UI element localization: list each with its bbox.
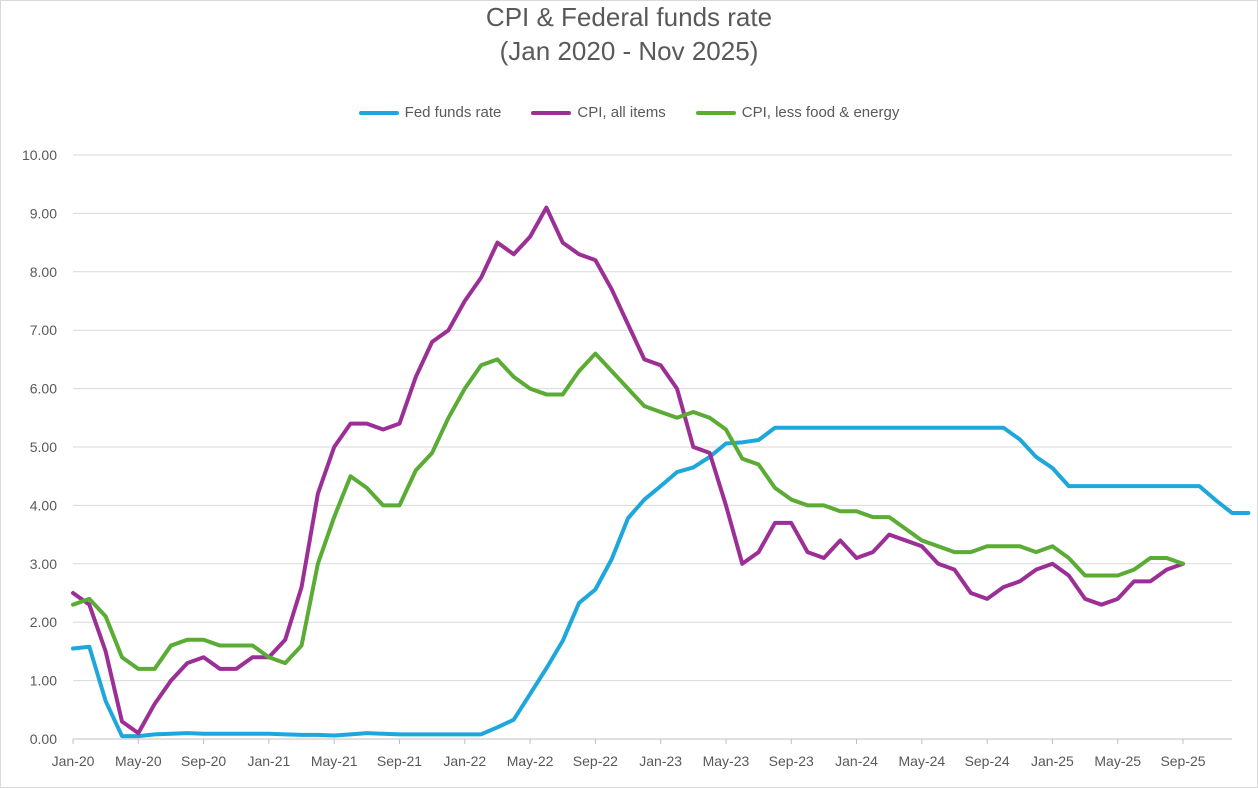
y-tick-label: 6.00 — [30, 381, 57, 397]
x-tick-label: Sep-25 — [1160, 753, 1205, 769]
series-line-fed-funds — [71, 425, 1251, 739]
x-tick-label: Jan-25 — [1031, 753, 1074, 769]
legend: Fed funds rate CPI, all items CPI, less … — [0, 104, 1258, 121]
y-tick-label: 4.00 — [30, 497, 57, 513]
x-tick-label: May-21 — [311, 753, 358, 769]
legend-label-cpi-core: CPI, less food & energy — [741, 104, 900, 121]
legend-swatch-cpi-all — [531, 110, 572, 115]
legend-swatch-fed-funds — [358, 110, 399, 115]
y-tick-label: 2.00 — [30, 614, 57, 630]
gridlines — [73, 154, 1232, 740]
y-tick-label: 0.00 — [30, 731, 57, 747]
legend-item-fed-funds: Fed funds rate — [358, 104, 502, 121]
x-tick-label: Sep-20 — [181, 753, 226, 769]
chart-title-block: CPI & Federal funds rate (Jan 2020 - Nov… — [0, 0, 1258, 68]
x-tick-label: May-23 — [703, 753, 750, 769]
x-tick-label: Sep-23 — [769, 753, 814, 769]
x-tick-label: Sep-22 — [573, 753, 618, 769]
x-tick-label: May-22 — [507, 753, 554, 769]
series-line-cpi-all — [71, 205, 1186, 736]
chart-title: CPI & Federal funds rate — [485, 2, 773, 32]
y-tick-label: 8.00 — [30, 264, 57, 280]
legend-swatch-cpi-core — [695, 110, 736, 115]
y-tick-label: 5.00 — [30, 439, 57, 455]
y-tick-label: 9.00 — [30, 205, 57, 221]
x-tick-label: May-24 — [899, 753, 946, 769]
x-tick-label: Jan-24 — [835, 753, 878, 769]
y-axis-ticks: 0.00 1.00 2.00 3.00 4.00 5.00 6.00 7.00 8.00 9.00… — [22, 147, 57, 747]
series-lines — [71, 205, 1251, 739]
y-tick-label: 3.00 — [30, 556, 57, 572]
legend-label-cpi-all: CPI, all items — [577, 104, 666, 121]
x-tick-label: Sep-24 — [965, 753, 1010, 769]
x-axis-ticks: Jan-20 May-20 Sep-20 Jan-21 May-21 Sep-21 Jan-… — [52, 739, 1206, 769]
x-tick-label: Sep-21 — [377, 753, 422, 769]
x-tick-label: May-25 — [1094, 753, 1141, 769]
series-line-cpi-core — [71, 351, 1186, 671]
legend-item-cpi-all: CPI, all items — [531, 104, 666, 121]
x-tick-label: May-20 — [115, 753, 162, 769]
legend-label-fed-funds: Fed funds rate — [404, 104, 502, 121]
x-tick-label: Jan-21 — [247, 753, 290, 769]
y-tick-label: 1.00 — [30, 673, 57, 689]
chart-subtitle: (Jan 2020 - Nov 2025) — [499, 36, 759, 66]
x-tick-label: Jan-23 — [639, 753, 682, 769]
x-tick-label: Jan-20 — [52, 753, 95, 769]
y-tick-label: 10.00 — [22, 147, 57, 163]
x-tick-label: Jan-22 — [443, 753, 486, 769]
legend-item-cpi-core: CPI, less food & energy — [695, 104, 900, 121]
y-tick-label: 7.00 — [30, 322, 57, 338]
